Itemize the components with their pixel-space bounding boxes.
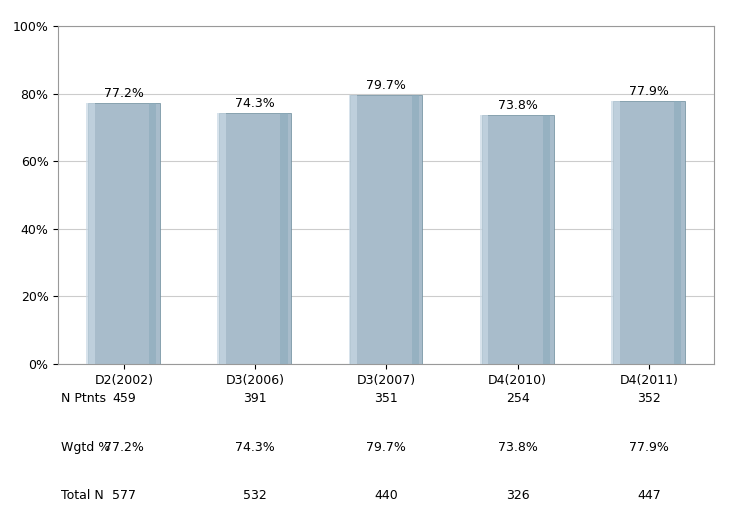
Text: 74.3%: 74.3% xyxy=(235,440,275,453)
Bar xyxy=(481,114,554,364)
Text: 73.8%: 73.8% xyxy=(498,99,537,112)
Text: 79.7%: 79.7% xyxy=(367,440,406,453)
Text: 351: 351 xyxy=(375,392,398,405)
Text: 77.2%: 77.2% xyxy=(104,440,144,453)
Bar xyxy=(611,101,620,364)
Text: 532: 532 xyxy=(243,489,267,502)
Text: 326: 326 xyxy=(506,489,529,502)
Bar xyxy=(543,114,550,364)
Bar xyxy=(412,95,419,364)
Bar xyxy=(350,95,423,364)
Bar xyxy=(217,113,226,364)
Text: Wgtd %: Wgtd % xyxy=(61,440,110,453)
Bar xyxy=(86,103,95,364)
Text: N Ptnts: N Ptnts xyxy=(61,392,106,405)
Text: 352: 352 xyxy=(637,392,660,405)
Text: 254: 254 xyxy=(506,392,529,405)
Bar xyxy=(348,95,357,364)
Bar xyxy=(219,113,291,364)
Text: 440: 440 xyxy=(375,489,398,502)
Text: 77.9%: 77.9% xyxy=(629,85,668,98)
Text: 74.3%: 74.3% xyxy=(235,97,275,110)
Text: 447: 447 xyxy=(637,489,660,502)
Bar xyxy=(149,103,157,364)
Text: 79.7%: 79.7% xyxy=(367,79,406,92)
Bar xyxy=(612,101,685,364)
Bar xyxy=(281,113,288,364)
Bar xyxy=(480,114,488,364)
Text: Total N: Total N xyxy=(61,489,104,502)
Bar xyxy=(88,103,160,364)
Bar xyxy=(674,101,682,364)
Text: 77.9%: 77.9% xyxy=(629,440,668,453)
Text: 577: 577 xyxy=(112,489,136,502)
Text: 459: 459 xyxy=(112,392,136,405)
Text: 77.2%: 77.2% xyxy=(104,87,144,100)
Text: 391: 391 xyxy=(243,392,267,405)
Text: 73.8%: 73.8% xyxy=(498,440,537,453)
